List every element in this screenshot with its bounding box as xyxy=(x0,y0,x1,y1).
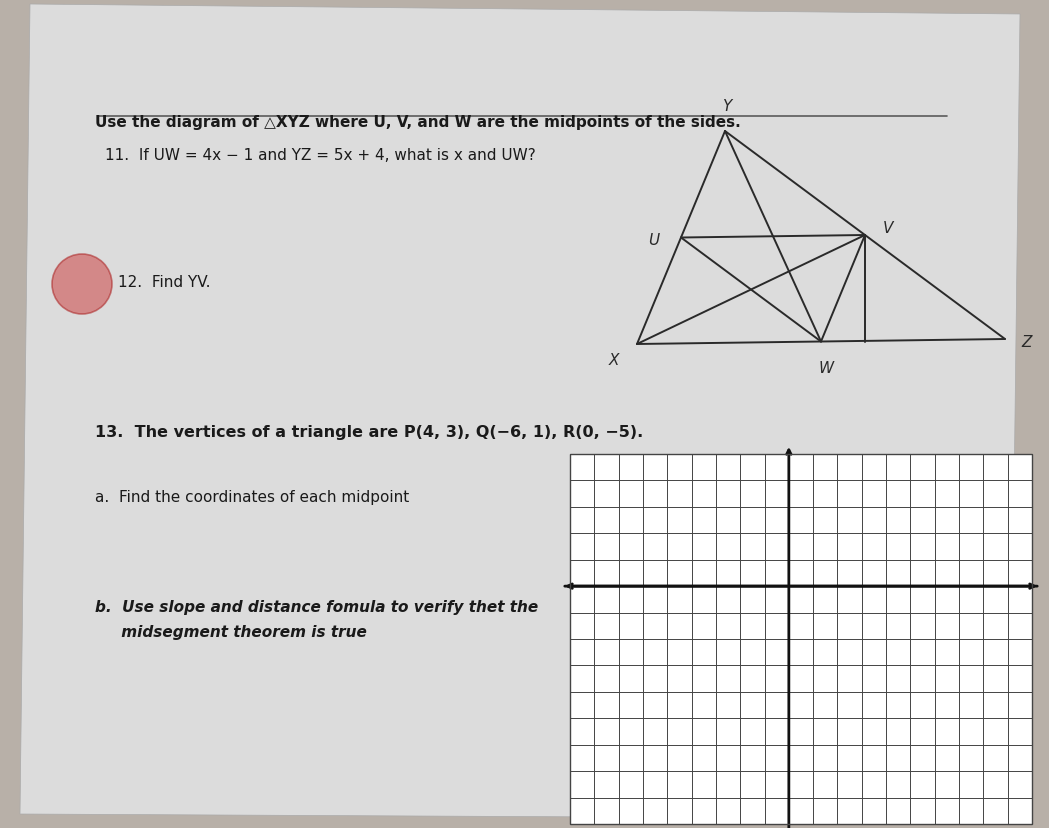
Text: Z: Z xyxy=(1021,334,1031,349)
Text: b.  Use slope and distance fomula to verify thet the: b. Use slope and distance fomula to veri… xyxy=(95,599,538,614)
Bar xyxy=(570,455,1032,824)
Text: Use the diagram of △XYZ where U, V, and W are the midpoints of the sides.: Use the diagram of △XYZ where U, V, and … xyxy=(95,115,741,130)
Polygon shape xyxy=(20,5,1020,819)
Text: V: V xyxy=(883,220,894,235)
Text: 13.  The vertices of a triangle are P(4, 3), Q(−6, 1), R(0, −5).: 13. The vertices of a triangle are P(4, … xyxy=(95,425,643,440)
Text: 11.  If UW = 4x − 1 and YZ = 5x + 4, what is x and UW?: 11. If UW = 4x − 1 and YZ = 5x + 4, what… xyxy=(105,148,536,163)
Text: W: W xyxy=(818,360,834,375)
Circle shape xyxy=(52,255,112,315)
Text: 12.  Find YV.: 12. Find YV. xyxy=(117,275,211,290)
Text: midsegment theorem is true: midsegment theorem is true xyxy=(95,624,367,639)
Text: Y: Y xyxy=(723,99,732,114)
Text: a.  Find the coordinates of each midpoint: a. Find the coordinates of each midpoint xyxy=(95,489,409,504)
Text: X: X xyxy=(608,353,619,368)
Text: U: U xyxy=(648,233,659,248)
Bar xyxy=(570,455,1032,824)
